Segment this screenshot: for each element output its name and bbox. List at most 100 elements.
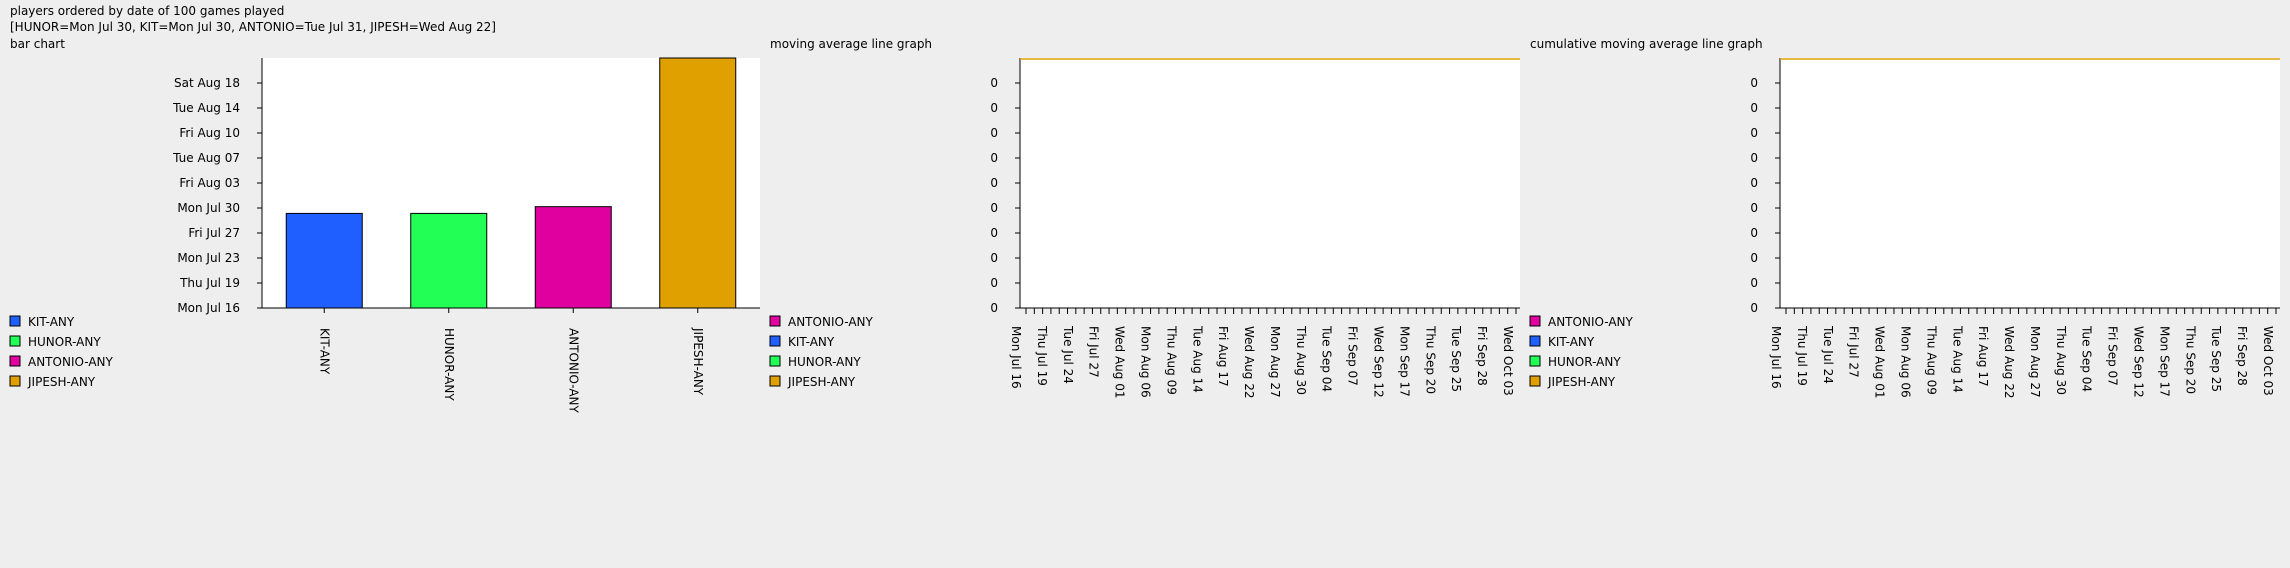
moving-average-y-tick-label: 0 bbox=[990, 301, 998, 315]
moving-average-x-tick-label: Mon Aug 27 bbox=[1268, 326, 1282, 398]
cumulative-average-x-tick-label: Wed Aug 01 bbox=[1873, 326, 1887, 399]
bar-y-tick-label: Fri Jul 27 bbox=[188, 226, 240, 240]
bar-y-tick-label: Mon Jul 30 bbox=[177, 201, 240, 215]
moving-average-x-tick-label: Mon Aug 06 bbox=[1138, 326, 1152, 398]
bar bbox=[410, 212, 488, 309]
bar-x-tick-label: KIT-ANY bbox=[317, 328, 331, 375]
moving-average-x-tick-label: Tue Jul 24 bbox=[1061, 325, 1075, 384]
moving-average-x-tick-label: Tue Aug 14 bbox=[1190, 325, 1204, 393]
cumulative-average-x-tick-label: Fri Sep 07 bbox=[2106, 326, 2120, 386]
bar bbox=[285, 212, 363, 309]
bar bbox=[659, 57, 737, 309]
bar-y-tick-label: Thu Jul 19 bbox=[179, 276, 240, 290]
cumulative-average-x-tick-label: Mon Aug 27 bbox=[2028, 326, 2042, 398]
bar-y-tick-label: Fri Aug 03 bbox=[179, 176, 240, 190]
moving-average-x-tick-label: Fri Sep 07 bbox=[1346, 326, 1360, 386]
moving-average-legend-label: KIT-ANY bbox=[788, 335, 835, 349]
cumulative-average-x-tick-label: Thu Jul 19 bbox=[1795, 325, 1809, 386]
bar-legend-label: ANTONIO-ANY bbox=[28, 355, 114, 369]
page-subtitle: [HUNOR=Mon Jul 30, KIT=Mon Jul 30, ANTON… bbox=[10, 20, 496, 34]
bar-x-tick-label: ANTONIO-ANY bbox=[566, 328, 580, 414]
cumulative-average-x-tick-label: Mon Jul 16 bbox=[1769, 326, 1783, 389]
moving-average-legend-label: JIPESH-ANY bbox=[787, 375, 856, 389]
legend-swatch bbox=[9, 355, 21, 367]
bar-legend-label: JIPESH-ANY bbox=[27, 375, 96, 389]
legend-swatch bbox=[769, 335, 781, 347]
legend-swatch bbox=[1529, 335, 1541, 347]
cumulative-average-x-tick-label: Wed Oct 03 bbox=[2261, 326, 2275, 396]
cumulative-average-x-tick-label: Thu Sep 20 bbox=[2183, 325, 2197, 394]
moving-average-x-tick-label: Mon Jul 16 bbox=[1009, 326, 1023, 389]
cumulative-average-y-tick-label: 0 bbox=[1750, 276, 1758, 290]
cumulative-average-y-tick-label: 0 bbox=[1750, 301, 1758, 315]
moving-average-x-tick-label: Wed Aug 01 bbox=[1113, 326, 1127, 399]
cumulative-average-x-tick-label: Tue Sep 04 bbox=[2080, 325, 2094, 392]
legend-swatch bbox=[769, 315, 781, 327]
cumulative-average-x-tick-label: Mon Sep 17 bbox=[2157, 326, 2171, 397]
bar-legend-label: HUNOR-ANY bbox=[28, 335, 101, 349]
moving-average-y-tick-label: 0 bbox=[990, 101, 998, 115]
moving-average-x-tick-label: Thu Aug 30 bbox=[1294, 325, 1308, 395]
cumulative-average-y-tick-label: 0 bbox=[1750, 251, 1758, 265]
bar-y-tick-label: Tue Aug 14 bbox=[172, 101, 240, 115]
bar-chart-title: bar chart bbox=[10, 37, 65, 51]
legend-swatch bbox=[1529, 315, 1541, 327]
moving-average-x-tick-label: Mon Sep 17 bbox=[1397, 326, 1411, 397]
cumulative-average-x-tick-label: Wed Sep 12 bbox=[2132, 326, 2146, 398]
moving-average-y-tick-label: 0 bbox=[990, 76, 998, 90]
cumulative-average-legend-label: ANTONIO-ANY bbox=[1548, 315, 1634, 329]
cumulative-average-legend-label: KIT-ANY bbox=[1548, 335, 1595, 349]
cumulative-average-x-tick-label: Wed Aug 22 bbox=[2002, 326, 2016, 399]
moving-average-title: moving average line graph bbox=[770, 37, 933, 51]
cumulative-average-x-tick-label: Fri Sep 28 bbox=[2235, 326, 2249, 386]
cumulative-average-plot-area bbox=[1780, 58, 2280, 308]
moving-average-x-tick-label: Thu Aug 09 bbox=[1164, 325, 1178, 395]
cumulative-average-y-tick-label: 0 bbox=[1750, 226, 1758, 240]
bar-y-tick-label: Mon Jul 16 bbox=[177, 301, 240, 315]
moving-average-y-tick-label: 0 bbox=[990, 151, 998, 165]
moving-average-y-tick-label: 0 bbox=[990, 251, 998, 265]
moving-average-x-tick-label: Wed Sep 12 bbox=[1372, 326, 1386, 398]
legend-swatch bbox=[769, 355, 781, 367]
bar-y-tick-label: Sat Aug 18 bbox=[174, 76, 240, 90]
cumulative-average-title: cumulative moving average line graph bbox=[1530, 37, 1763, 51]
moving-average-x-tick-label: Fri Jul 27 bbox=[1087, 326, 1101, 378]
legend-swatch bbox=[9, 335, 21, 347]
moving-average-x-tick-label: Thu Jul 19 bbox=[1035, 325, 1049, 386]
cumulative-average-x-tick-label: Thu Aug 30 bbox=[2054, 325, 2068, 395]
cumulative-average-x-tick-label: Mon Aug 06 bbox=[1898, 326, 1912, 398]
moving-average-legend-label: HUNOR-ANY bbox=[788, 355, 861, 369]
moving-average-x-tick-label: Fri Sep 28 bbox=[1475, 326, 1489, 386]
cumulative-average-x-tick-label: Thu Aug 09 bbox=[1924, 325, 1938, 395]
moving-average-x-tick-label: Thu Sep 20 bbox=[1423, 325, 1437, 394]
moving-average-plot-area bbox=[1020, 58, 1520, 308]
bar-y-tick-label: Fri Aug 10 bbox=[179, 126, 240, 140]
moving-average-x-tick-label: Tue Sep 04 bbox=[1320, 325, 1334, 392]
legend-swatch bbox=[1529, 355, 1541, 367]
cumulative-average-y-tick-label: 0 bbox=[1750, 101, 1758, 115]
moving-average-x-tick-label: Fri Aug 17 bbox=[1216, 326, 1230, 387]
cumulative-average-legend-label: HUNOR-ANY bbox=[1548, 355, 1621, 369]
legend-swatch bbox=[769, 375, 781, 387]
legend-swatch bbox=[9, 315, 21, 327]
moving-average-y-tick-label: 0 bbox=[990, 176, 998, 190]
legend-swatch bbox=[1529, 375, 1541, 387]
legend-swatch bbox=[9, 375, 21, 387]
moving-average-y-tick-label: 0 bbox=[990, 126, 998, 140]
moving-average-x-tick-label: Wed Aug 22 bbox=[1242, 326, 1256, 399]
cumulative-average-x-tick-label: Tue Aug 14 bbox=[1950, 325, 1964, 393]
page-title: players ordered by date of 100 games pla… bbox=[10, 4, 285, 18]
moving-average-x-tick-label: Wed Oct 03 bbox=[1501, 326, 1515, 396]
cumulative-average-x-tick-label: Tue Jul 24 bbox=[1821, 325, 1835, 384]
cumulative-average-y-tick-label: 0 bbox=[1750, 151, 1758, 165]
bar-y-tick-label: Mon Jul 23 bbox=[177, 251, 240, 265]
cumulative-average-x-tick-label: Tue Sep 25 bbox=[2209, 325, 2223, 392]
cumulative-average-x-tick-label: Fri Jul 27 bbox=[1847, 326, 1861, 378]
moving-average-y-tick-label: 0 bbox=[990, 201, 998, 215]
bar-x-tick-label: HUNOR-ANY bbox=[442, 328, 456, 401]
cumulative-average-y-tick-label: 0 bbox=[1750, 176, 1758, 190]
moving-average-x-tick-label: Tue Sep 25 bbox=[1449, 325, 1463, 392]
bar-y-tick-label: Tue Aug 07 bbox=[172, 151, 240, 165]
cumulative-average-y-tick-label: 0 bbox=[1750, 76, 1758, 90]
